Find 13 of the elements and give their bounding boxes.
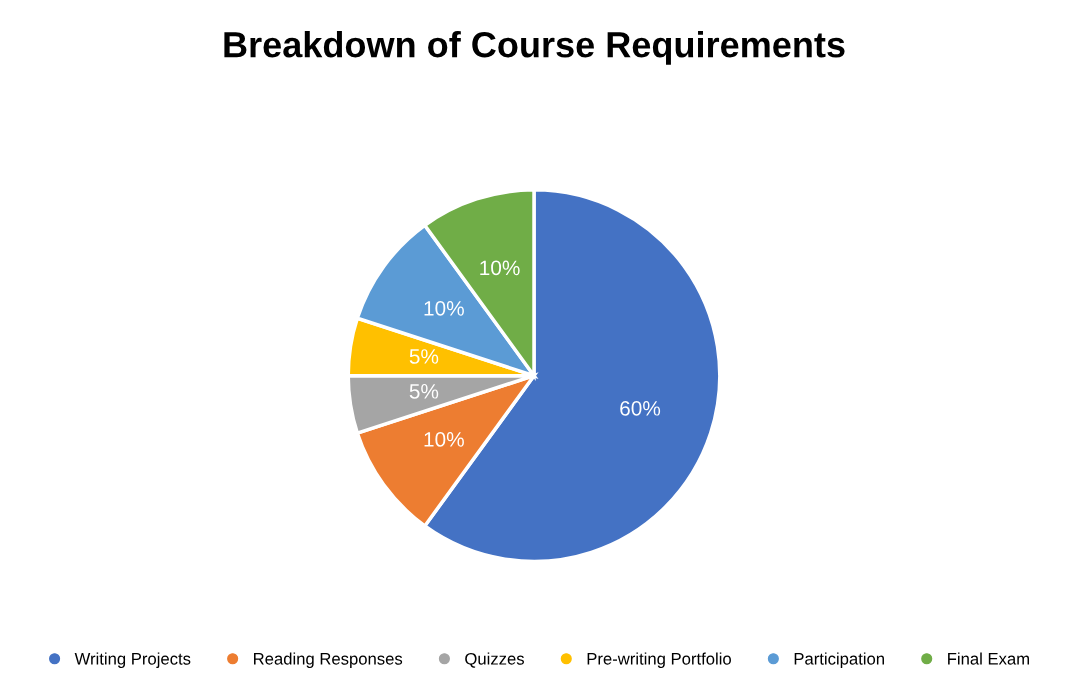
legend-label: Participation: [794, 652, 884, 668]
data-label: 5%: [409, 349, 439, 364]
legend-label: Final Exam: [948, 652, 1029, 665]
data-label: 10%: [480, 260, 520, 276]
data-label: 10%: [424, 300, 464, 316]
data-label: 60%: [620, 400, 661, 416]
data-label: 10%: [424, 432, 464, 447]
data-label: 5%: [409, 384, 439, 399]
chart-title: Breakdown of Course Requirements: [224, 30, 845, 65]
legend-label: Reading Responses: [254, 652, 403, 668]
legend-label: Quizzes: [465, 652, 525, 668]
legend-label: Writing Projects: [74, 652, 191, 668]
legend-label: Pre-writing Portfolio: [587, 652, 731, 668]
